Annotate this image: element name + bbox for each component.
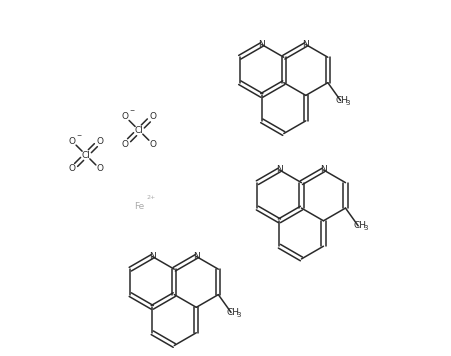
Text: N: N xyxy=(320,166,327,174)
Text: Cl: Cl xyxy=(82,151,90,159)
Text: O: O xyxy=(69,164,76,173)
Text: CH: CH xyxy=(336,96,349,105)
Text: 3: 3 xyxy=(236,312,241,318)
Text: O: O xyxy=(122,112,129,121)
Text: O: O xyxy=(96,164,103,173)
Text: O: O xyxy=(149,112,156,121)
Text: N: N xyxy=(303,40,309,49)
Text: −: − xyxy=(129,107,135,112)
Text: N: N xyxy=(276,166,283,174)
Text: 3: 3 xyxy=(346,100,350,106)
Text: 2+: 2+ xyxy=(147,195,156,200)
Text: O: O xyxy=(69,137,76,146)
Text: O: O xyxy=(149,140,156,148)
Text: O: O xyxy=(122,140,129,148)
Text: N: N xyxy=(149,252,156,261)
Text: Cl: Cl xyxy=(134,126,143,135)
Text: −: − xyxy=(76,132,82,137)
Text: Fe: Fe xyxy=(134,202,144,211)
Text: CH: CH xyxy=(226,308,239,317)
Text: CH: CH xyxy=(354,221,367,230)
Text: O: O xyxy=(96,137,103,146)
Text: N: N xyxy=(193,252,200,261)
Text: N: N xyxy=(258,40,265,49)
Text: 3: 3 xyxy=(364,225,368,231)
